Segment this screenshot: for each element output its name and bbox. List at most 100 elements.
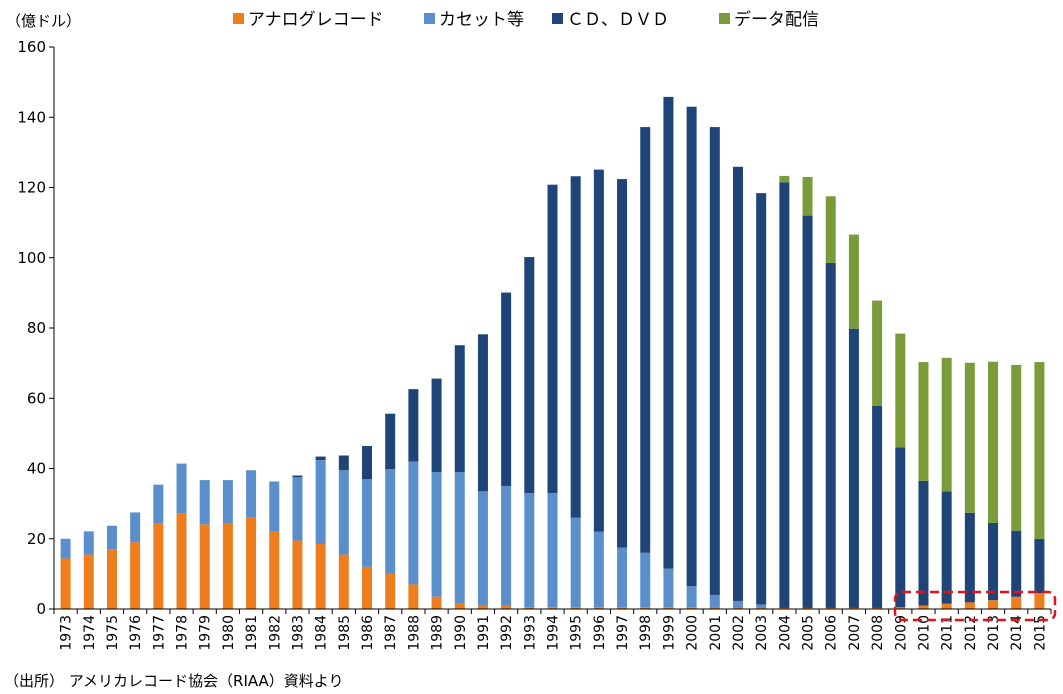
bar-segment-0-1977	[153, 523, 164, 609]
bar-segment-0-1974	[83, 554, 94, 609]
x-tick-label: 1975	[105, 615, 121, 651]
bar-segment-0-2004	[779, 607, 790, 609]
y-tick-label: 80	[27, 319, 46, 337]
bar-segment-0-2014	[1011, 596, 1022, 609]
bar-segment-0-2009	[895, 607, 906, 609]
bar-segment-1-1978	[176, 463, 187, 514]
x-tick-label: 1990	[453, 615, 469, 651]
y-tick-label: 120	[17, 179, 46, 197]
bar-segment-2-1997	[617, 179, 628, 548]
bar-segment-2-2007	[848, 328, 859, 608]
x-tick-label: 2001	[708, 615, 724, 651]
y-axis-unit-label: （億ドル）	[6, 12, 81, 30]
bar-segment-0-1984	[315, 544, 326, 609]
bar-segment-0-1995	[570, 607, 581, 609]
bar-segment-2-2002	[732, 166, 743, 601]
x-tick-label: 1994	[546, 615, 562, 651]
x-tick-label: 2002	[731, 615, 747, 651]
bar-segment-3-2008	[872, 300, 883, 406]
highlight-box	[893, 590, 1057, 622]
y-tick-label: 100	[17, 249, 46, 267]
bar-segment-2-2012	[964, 512, 975, 603]
x-tick-label: 2010	[916, 615, 932, 651]
legend-label: アナログレコード	[248, 10, 384, 30]
bar-segment-2-2000	[686, 106, 697, 587]
bar-segment-2-1998	[640, 127, 651, 553]
x-tick-label: 1977	[151, 615, 167, 651]
legend: アナログレコード カセット等 ＣＤ、ＤＶＤ データ配信	[233, 9, 819, 30]
x-tick-label: 1997	[615, 615, 631, 651]
bar-segment-1-1981	[246, 470, 257, 518]
bar-segment-2-2006	[825, 263, 836, 608]
bars	[60, 96, 1045, 609]
bar-segment-1-1977	[153, 484, 164, 524]
x-tick-label: 2008	[870, 615, 886, 651]
x-tick-label: 1984	[314, 615, 330, 651]
bar-segment-0-1985	[338, 554, 349, 609]
x-tick-label: 1973	[59, 615, 75, 651]
x-tick-label: 1988	[406, 615, 422, 651]
bar-segment-0-2011	[941, 603, 952, 609]
bar-segment-1-2003	[756, 604, 767, 608]
bar-segment-3-2006	[825, 196, 836, 264]
bar-segment-2-1999	[663, 96, 674, 569]
bar-segment-1-1993	[524, 493, 535, 608]
bar-segment-0-2015	[1034, 593, 1045, 609]
bar-segment-1-1976	[130, 512, 141, 543]
bar-segment-1-1990	[454, 472, 465, 604]
bar-segment-1-1985	[338, 470, 349, 555]
bar-segment-1-1974	[83, 531, 94, 555]
legend-swatch	[719, 13, 730, 24]
bar-segment-0-1997	[617, 607, 628, 609]
bar-segment-0-1993	[524, 607, 535, 609]
legend-label: データ配信	[734, 9, 819, 30]
bar-segment-0-1986	[362, 566, 373, 609]
x-tick-label: 1999	[661, 615, 677, 651]
bar-segment-0-2012	[964, 602, 975, 609]
bar-segment-1-1986	[362, 479, 373, 567]
bar-segment-1-1979	[199, 480, 210, 525]
legend-swatch	[233, 13, 244, 24]
bar-segment-3-2005	[802, 176, 813, 216]
bar-segment-2-1991	[477, 334, 488, 492]
legend-swatch	[552, 13, 563, 24]
bar-segment-0-2013	[988, 600, 999, 609]
bar-segment-1-1999	[663, 568, 674, 608]
bar-segment-0-2003	[756, 607, 767, 609]
bar-segment-1-1975	[106, 525, 117, 550]
bar-segment-2-1989	[431, 378, 442, 473]
bar-segment-2-1983	[292, 475, 303, 478]
legend-label: カセット等	[439, 10, 524, 30]
bar-segment-2-2001	[709, 127, 720, 595]
x-tick-label: 2000	[685, 615, 701, 651]
bar-segment-2-1986	[362, 446, 373, 480]
bar-segment-0-1981	[246, 517, 257, 609]
bar-segment-0-1992	[501, 605, 512, 609]
legend-label: ＣＤ、ＤＶＤ	[567, 10, 669, 30]
bar-segment-2-2010	[918, 480, 929, 606]
bar-segment-0-2005	[802, 607, 813, 609]
bar-segment-3-2004	[779, 175, 790, 183]
x-tick-label: 1985	[337, 615, 353, 651]
legend-swatch	[424, 13, 435, 24]
bar-segment-0-1982	[269, 531, 280, 609]
bar-segment-2-1988	[408, 389, 419, 462]
bar-segment-2-2015	[1034, 538, 1045, 594]
bar-segment-2-2008	[872, 405, 883, 608]
x-tick-label: 2006	[824, 615, 840, 651]
x-tick-label: 2011	[940, 615, 956, 651]
x-tick-label: 1987	[383, 615, 399, 651]
bar-segment-0-1989	[431, 596, 442, 609]
bar-segment-0-2010	[918, 605, 929, 609]
y-tick-label: 20	[27, 530, 46, 548]
source-note: （出所） アメリカレコード協会（RIAA）資料より	[4, 672, 344, 690]
x-tick-label: 2015	[1032, 615, 1048, 651]
bar-segment-1-2001	[709, 594, 720, 608]
bar-segment-1-1994	[547, 493, 558, 608]
bar-segment-0-1983	[292, 540, 303, 609]
bar-segment-2-1995	[570, 176, 581, 518]
bar-segment-1-1997	[617, 547, 628, 608]
bar-segment-0-2000	[686, 607, 697, 609]
bar-segment-1-1984	[315, 460, 326, 545]
